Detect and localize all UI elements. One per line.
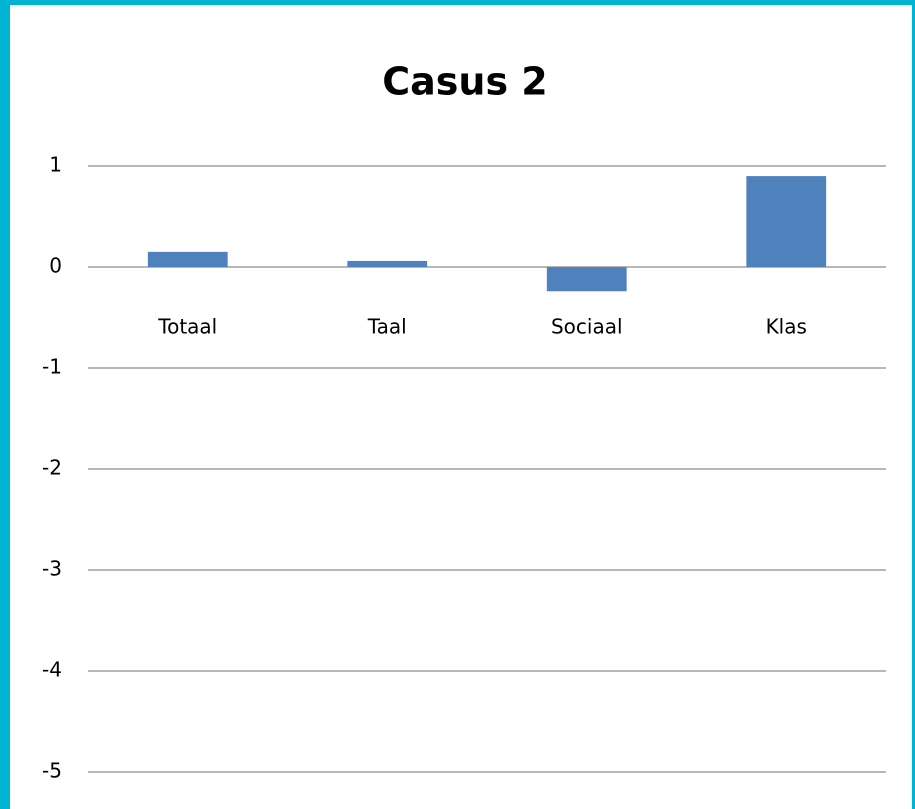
chart-panel [10,5,912,809]
bar [546,267,627,292]
x-tick-label: Sociaal [551,315,623,339]
x-tick-label: Totaal [157,315,217,339]
bar [147,251,228,267]
y-tick-label: -2 [42,456,62,480]
bar [347,260,428,267]
y-tick-label: -3 [42,557,62,581]
bar [746,176,827,267]
x-tick-label: Klas [766,315,807,339]
x-tick-label: Taal [367,315,407,339]
y-tick-label: -1 [42,355,62,379]
y-tick-label: -4 [42,658,62,682]
y-tick-label: -5 [42,759,62,783]
y-tick-label: 1 [49,153,62,177]
chart-title: Casus 2 [382,60,548,104]
y-tick-label: 0 [49,254,62,278]
